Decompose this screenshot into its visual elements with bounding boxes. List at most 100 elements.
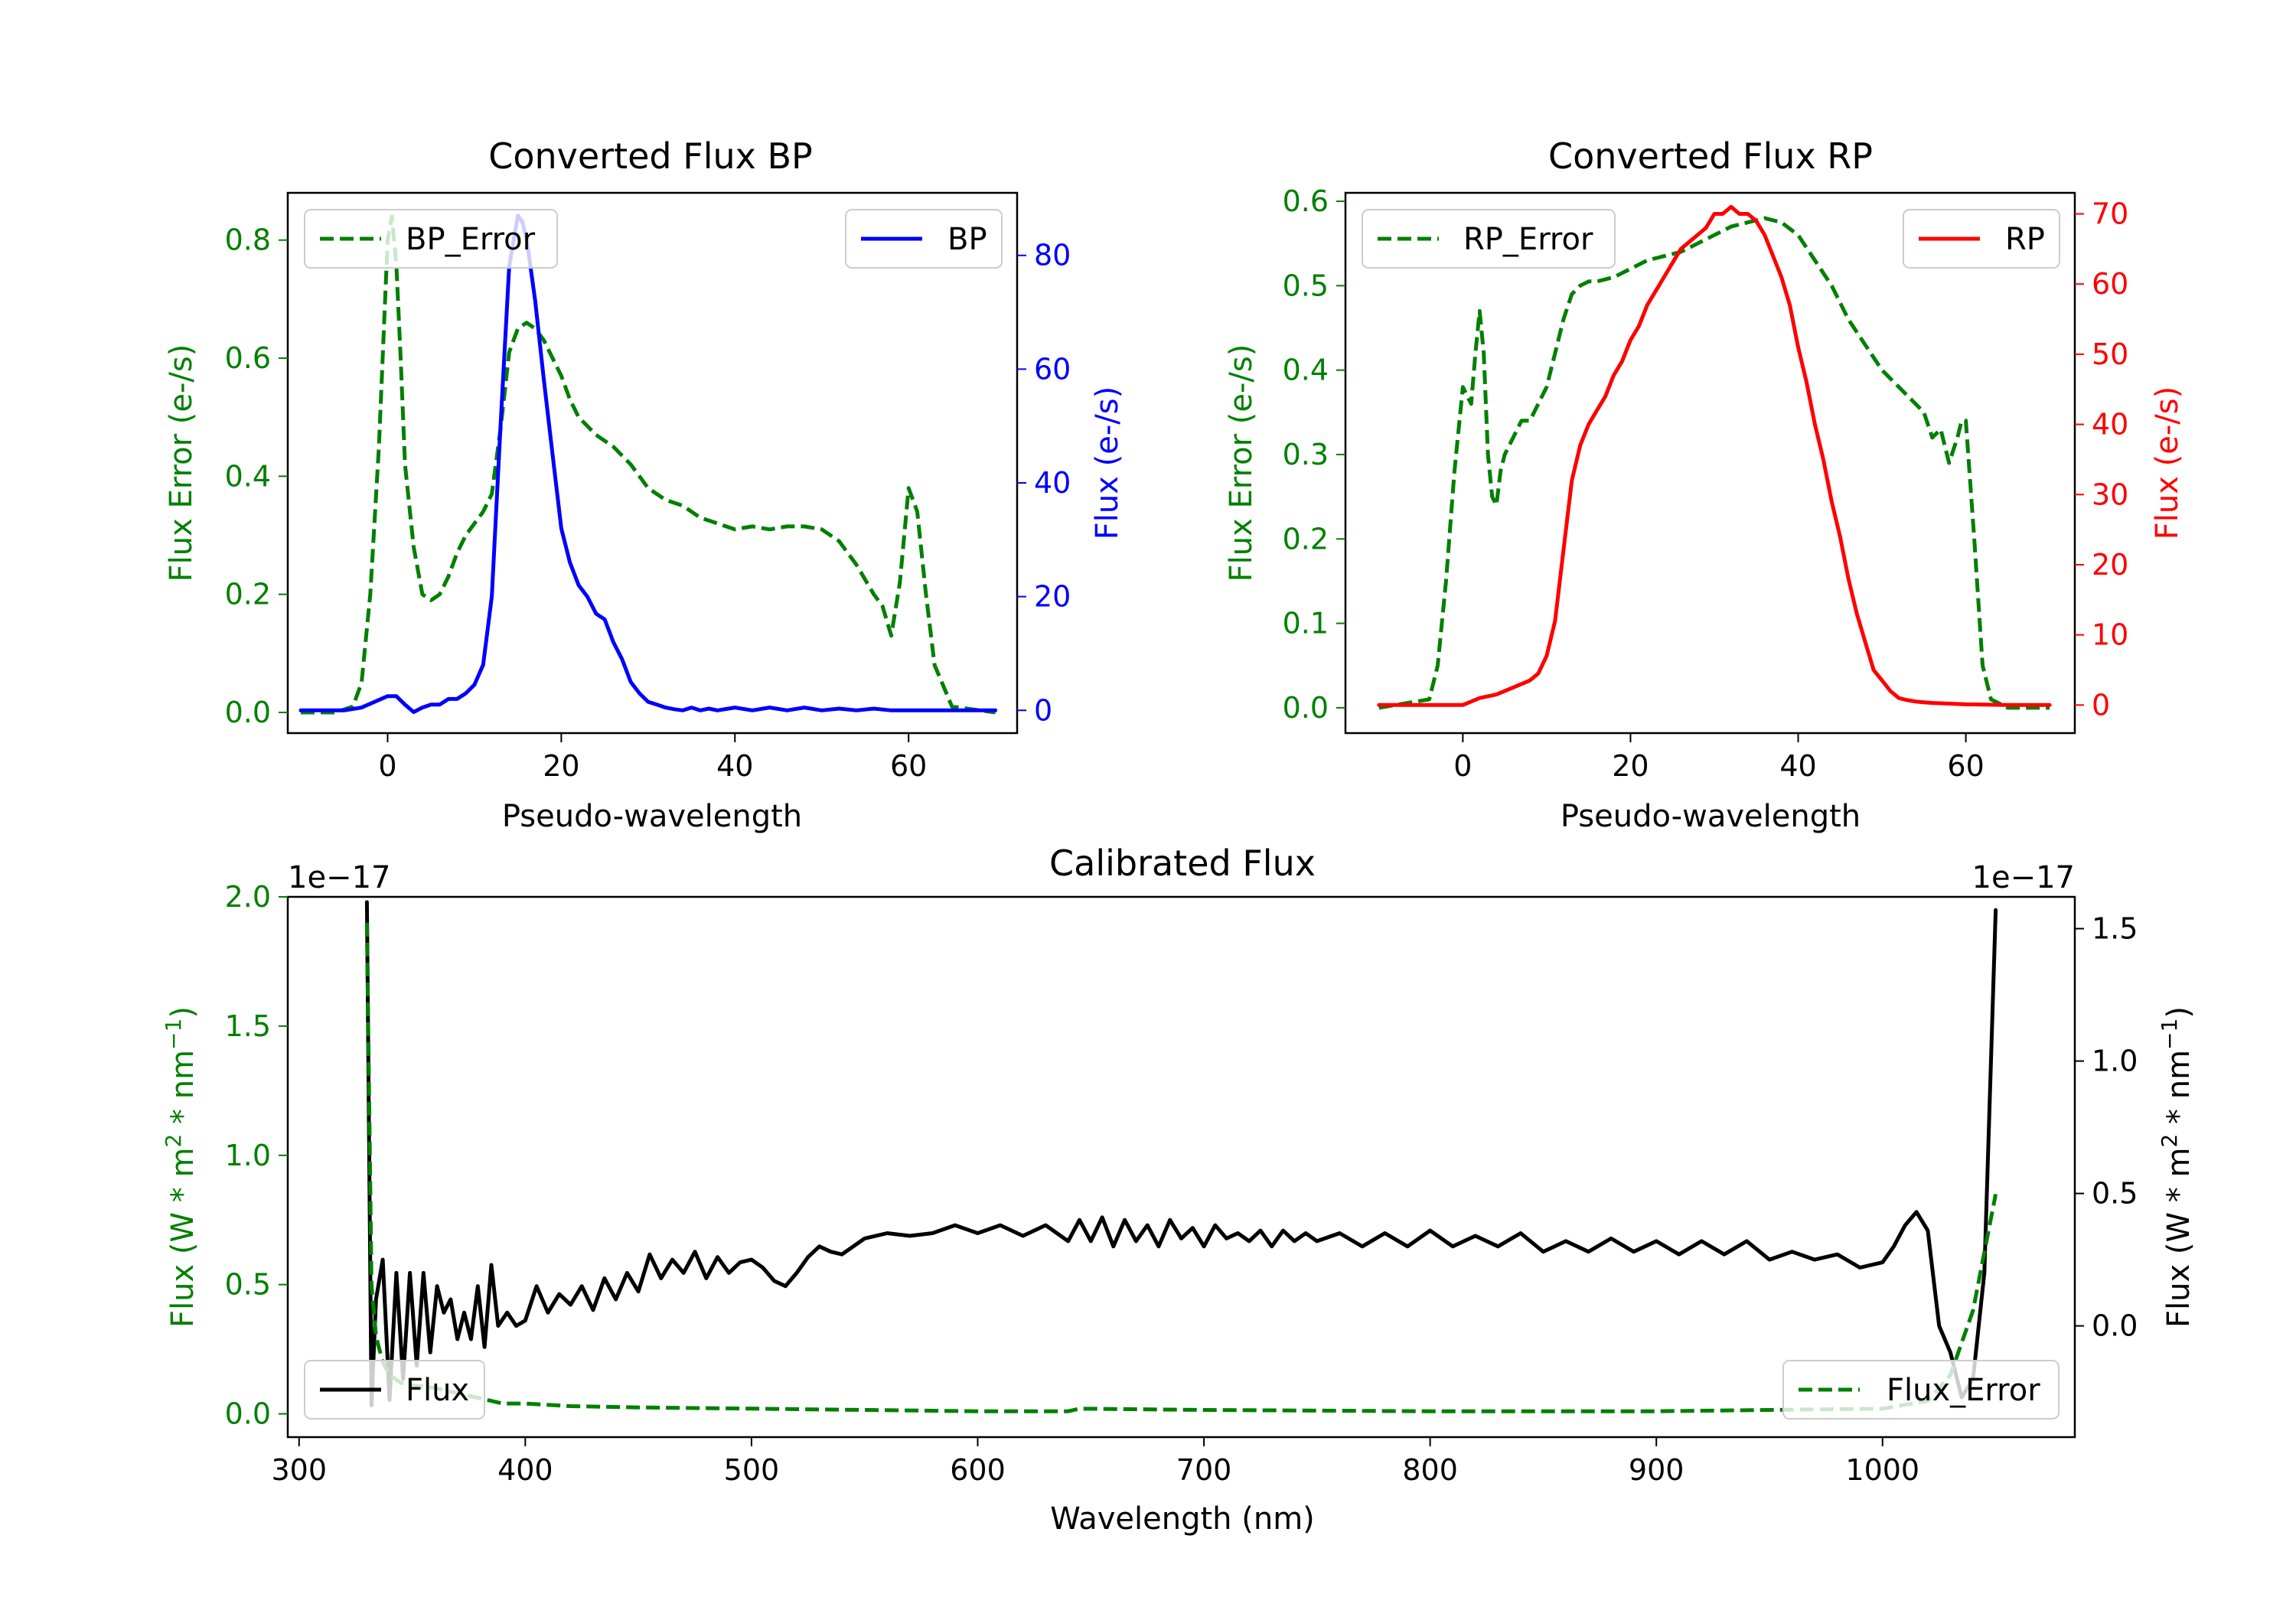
cal-ytick-left-label: 0.5 bbox=[225, 1268, 271, 1302]
bp-ytick-right-label: 80 bbox=[1034, 239, 1071, 272]
bp-ytick-right-label: 60 bbox=[1034, 352, 1071, 386]
cal-ytick-left-label: 1.0 bbox=[225, 1139, 271, 1172]
cal-ylabel-right: Flux (W * m2 * nm−1) bbox=[2157, 1006, 2197, 1328]
cal-ytick-left-label: 1.5 bbox=[225, 1009, 271, 1043]
cal-title: Calibrated Flux bbox=[1049, 843, 1316, 884]
rp-xtick-label: 20 bbox=[1612, 749, 1649, 783]
rp-ytick-left-label: 0.4 bbox=[1283, 354, 1329, 387]
chart-bp: Converted Flux BP 0 20 40 60 0.0 0.2 0.4 0.6 0.8… bbox=[164, 135, 1125, 834]
rp-ytick-left-label: 0.1 bbox=[1283, 607, 1329, 641]
rp-ytick-left-label: 0.0 bbox=[1283, 691, 1329, 725]
rp-legend-flux-label: RP bbox=[2005, 222, 2045, 257]
rp-ticks: 0 20 40 60 0.0 0.1 0.2 0.3 0.4 0.5 0.6 0 10 20 30 40 50 6… bbox=[1283, 184, 2129, 783]
rp-legend-error: RP_Error bbox=[1362, 209, 1616, 269]
cal-offset-left: 1e−17 bbox=[288, 860, 390, 895]
bp-xtick-label: 20 bbox=[543, 749, 579, 783]
rp-series-rp-error bbox=[1378, 216, 2050, 710]
cal-xtick-label: 400 bbox=[497, 1453, 553, 1487]
cal-ytick-right-label: 0.0 bbox=[2092, 1309, 2138, 1343]
bp-ytick-left-label: 0.4 bbox=[225, 459, 271, 493]
rp-plot-area bbox=[1377, 204, 2052, 710]
rp-ytick-left-label: 0.3 bbox=[1283, 438, 1329, 471]
bp-ytick-left-label: 0.8 bbox=[225, 223, 271, 257]
bp-ytick-left-label: 0.2 bbox=[225, 578, 271, 611]
cal-legend-flux-label: Flux bbox=[406, 1373, 469, 1408]
cal-series-flux bbox=[364, 900, 1998, 1407]
cal-ticks: 300 400 500 600 700 800 900 1000 0.0 0.5 1.0 1.5 2.0… bbox=[225, 880, 2138, 1487]
rp-xtick-label: 60 bbox=[1947, 749, 1984, 783]
cal-ytick-right-label: 0.5 bbox=[2092, 1177, 2138, 1211]
bp-axes-frame bbox=[286, 191, 1019, 735]
rp-ytick-right-label: 40 bbox=[2092, 408, 2128, 442]
bp-ytick-right-label: 20 bbox=[1034, 580, 1071, 614]
bp-ytick-right-label: 0 bbox=[1034, 693, 1052, 727]
rp-ylabel-left: Flux Error (e-/s) bbox=[1224, 344, 1259, 582]
cal-offset-right: 1e−17 bbox=[1972, 860, 2075, 895]
chart-calibrated: Calibrated Flux 1e−17 1e−17 300 400 500 600… bbox=[161, 843, 2197, 1537]
bp-xlabel: Pseudo-wavelength bbox=[502, 799, 802, 834]
rp-ylabel-right: Flux (e-/s) bbox=[2150, 386, 2185, 539]
cal-plot-area bbox=[364, 900, 1998, 1413]
bp-legend-error: BP_Error bbox=[304, 209, 558, 269]
rp-legend-flux: RP bbox=[1903, 209, 2060, 269]
bp-ticks: 0 20 40 60 0.0 0.2 0.4 0.6 0.8 0 20 40 60 80 bbox=[225, 223, 1071, 783]
rp-xtick-label: 40 bbox=[1779, 749, 1816, 783]
cal-ytick-right-label: 1.0 bbox=[2092, 1045, 2138, 1078]
bp-legend-flux-box bbox=[845, 209, 1003, 269]
bp-ytick-right-label: 40 bbox=[1034, 466, 1071, 500]
bp-ylabel-right: Flux (e-/s) bbox=[1090, 386, 1125, 539]
bp-series-bp bbox=[298, 214, 998, 714]
rp-title: Converted Flux RP bbox=[1548, 135, 1873, 177]
bp-ylabel-left: Flux Error (e-/s) bbox=[164, 344, 199, 582]
rp-series-rp bbox=[1377, 204, 2052, 707]
cal-xtick-label: 800 bbox=[1402, 1453, 1458, 1487]
cal-ylabel-left: Flux (W * m2 * nm−1) bbox=[161, 1006, 201, 1328]
rp-axes-frame bbox=[1344, 191, 2076, 735]
rp-ytick-right-label: 60 bbox=[2092, 267, 2128, 301]
rp-xlabel: Pseudo-wavelength bbox=[1561, 799, 1861, 834]
cal-xtick-label: 700 bbox=[1176, 1453, 1232, 1487]
cal-xtick-label: 1000 bbox=[1845, 1453, 1919, 1487]
bp-xtick-label: 0 bbox=[378, 749, 396, 783]
bp-legend-flux-label: BP bbox=[947, 222, 987, 257]
cal-xtick-label: 600 bbox=[950, 1453, 1006, 1487]
bp-title: Converted Flux BP bbox=[488, 135, 813, 177]
cal-legend-flux-box bbox=[304, 1360, 485, 1420]
rp-legend-flux-box bbox=[1903, 209, 2060, 269]
rp-ytick-left-label: 0.2 bbox=[1283, 522, 1329, 556]
rp-ytick-right-label: 70 bbox=[2092, 197, 2128, 231]
bp-xtick-label: 60 bbox=[890, 749, 927, 783]
rp-ytick-left-label: 0.6 bbox=[1283, 184, 1329, 218]
cal-legend-error-box bbox=[1782, 1360, 2060, 1420]
bp-legend-flux: BP bbox=[845, 209, 1003, 269]
cal-ylabel-right-text: Flux (W * m2 * nm−1) bbox=[2157, 1006, 2197, 1328]
chart-rp: Converted Flux RP 0 20 40 60 0.0 0.1 0.2 0.3 0.4… bbox=[1224, 135, 2185, 834]
bp-ytick-left-label: 0.0 bbox=[225, 696, 271, 729]
rp-ytick-right-label: 10 bbox=[2092, 618, 2128, 652]
bp-series-bp-error bbox=[301, 214, 996, 715]
rp-ytick-left-label: 0.5 bbox=[1283, 269, 1329, 302]
cal-series-flux-error bbox=[364, 922, 1998, 1413]
cal-ytick-left-label: 2.0 bbox=[225, 880, 271, 914]
rp-legend-error-label: RP_Error bbox=[1463, 222, 1593, 257]
bp-xtick-label: 40 bbox=[716, 749, 753, 783]
cal-ylabel-left-text: Flux (W * m2 * nm−1) bbox=[161, 1006, 201, 1328]
cal-legend-error: Flux_Error bbox=[1782, 1360, 2060, 1420]
cal-xtick-label: 300 bbox=[272, 1453, 328, 1487]
cal-ytick-left-label: 0.0 bbox=[225, 1397, 271, 1431]
bp-plot-area bbox=[298, 214, 998, 715]
rp-xtick-label: 0 bbox=[1453, 749, 1472, 783]
cal-xlabel: Wavelength (nm) bbox=[1050, 1501, 1315, 1537]
rp-ytick-right-label: 0 bbox=[2092, 688, 2110, 722]
bp-legend-error-box bbox=[304, 209, 558, 269]
cal-legend-error-label: Flux_Error bbox=[1887, 1373, 2040, 1408]
bp-legend-error-label: BP_Error bbox=[406, 222, 536, 257]
cal-xtick-label: 900 bbox=[1629, 1453, 1684, 1487]
cal-axes-frame bbox=[286, 895, 2076, 1439]
cal-legend-flux: Flux bbox=[304, 1360, 485, 1420]
rp-legend-error-box bbox=[1362, 209, 1616, 269]
rp-ytick-right-label: 20 bbox=[2092, 548, 2128, 582]
cal-ytick-right-label: 1.5 bbox=[2092, 912, 2138, 946]
rp-ytick-right-label: 30 bbox=[2092, 478, 2128, 511]
